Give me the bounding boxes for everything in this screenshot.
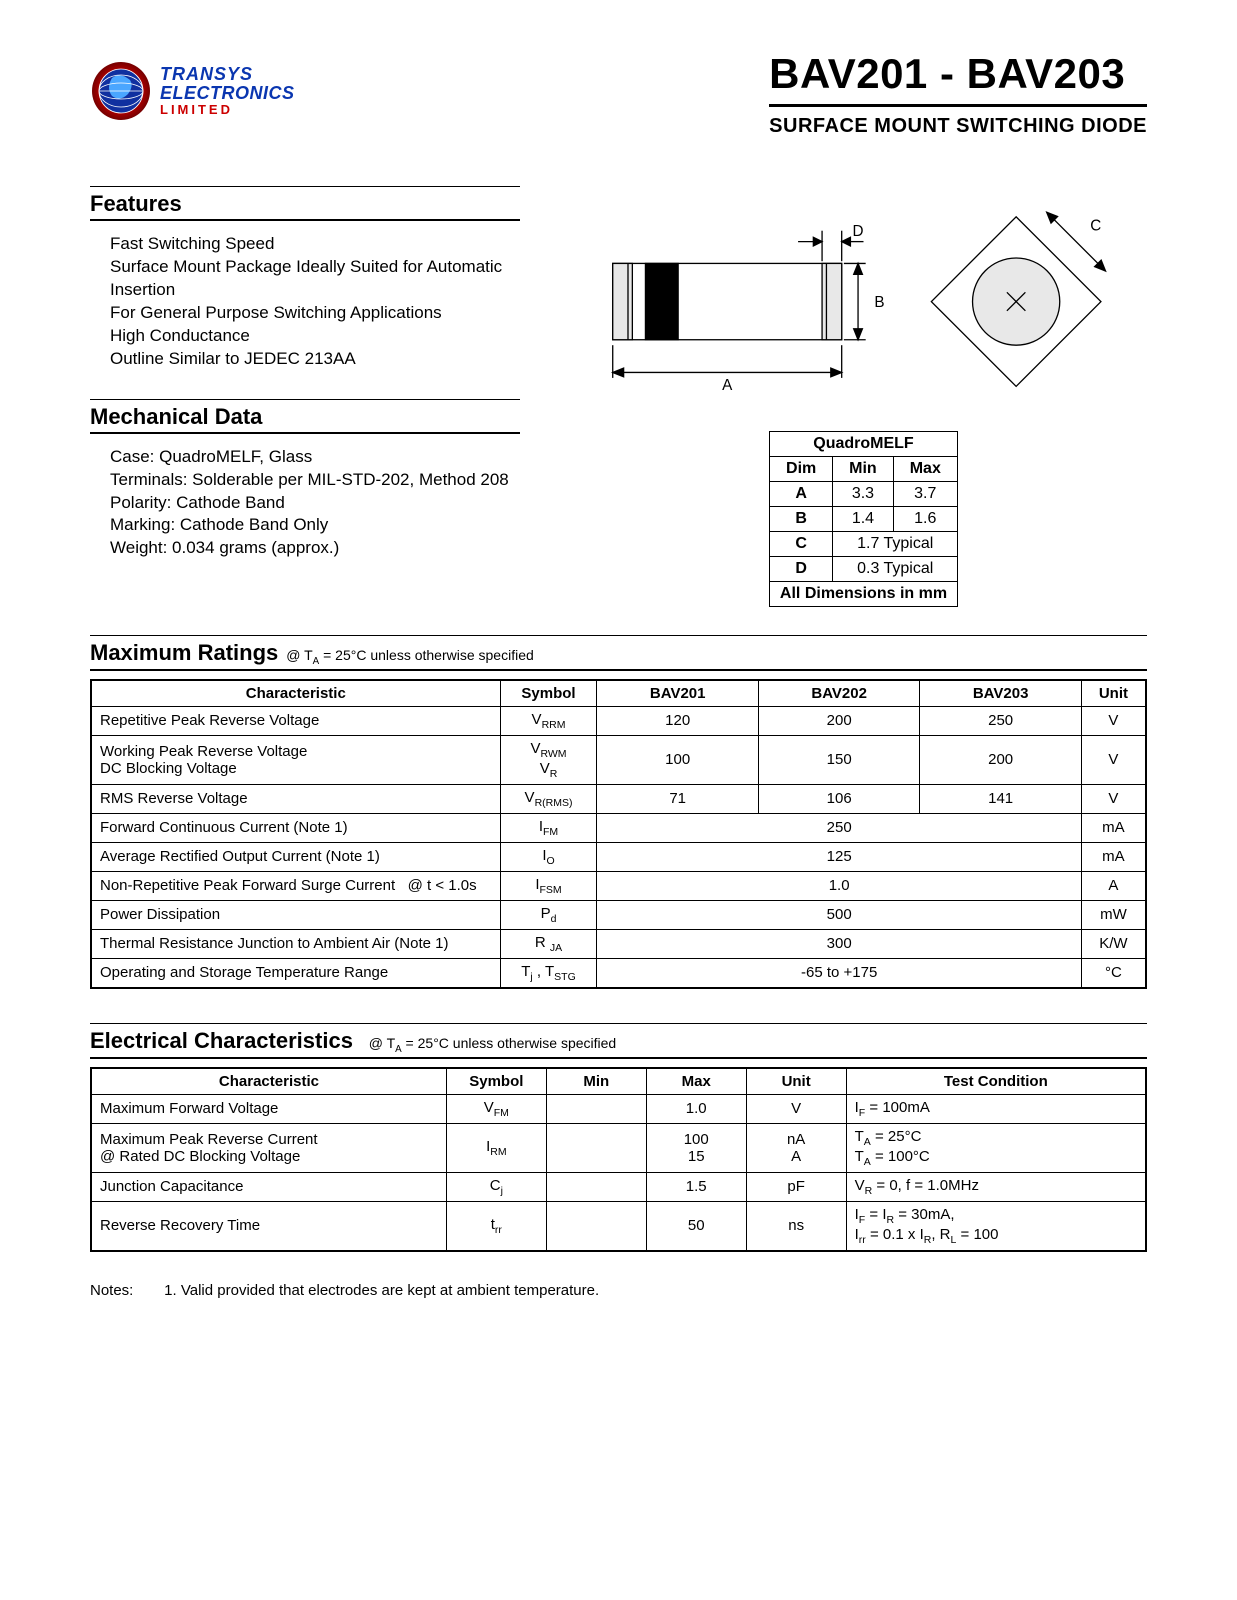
feature-item: Fast Switching Speed xyxy=(110,233,550,256)
col-header: Max xyxy=(646,1068,746,1095)
features-heading: Features xyxy=(90,191,520,221)
max-ratings-table: Characteristic Symbol BAV201 BAV202 BAV2… xyxy=(90,679,1147,989)
notes-label: Notes: xyxy=(90,1282,160,1299)
dim-cell: C xyxy=(769,532,832,557)
table-row: RMS Reverse Voltage VR(RMS) 71106141 V xyxy=(91,784,1146,813)
col-header: BAV201 xyxy=(597,680,758,707)
table-row: Operating and Storage Temperature Range … xyxy=(91,958,1146,988)
table-row: Power Dissipation Pd 500 mW xyxy=(91,900,1146,929)
mech-item: Polarity: Cathode Band xyxy=(110,492,550,515)
col-header: BAV202 xyxy=(758,680,919,707)
heading-text: Electrical Characteristics xyxy=(90,1028,353,1054)
product-subtitle: SURFACE MOUNT SWITCHING DIODE xyxy=(769,115,1147,138)
globe-icon xyxy=(90,60,152,122)
table-row: Forward Continuous Current (Note 1) IFM … xyxy=(91,813,1146,842)
feature-item: Surface Mount Package Ideally Suited for… xyxy=(110,256,550,302)
max-ratings-heading: Maximum Ratings @ TA = 25°C unless other… xyxy=(90,640,1147,671)
logo-line2: ELECTRONICS xyxy=(160,84,295,103)
col-header: Characteristic xyxy=(91,680,500,707)
mech-item: Marking: Cathode Band Only xyxy=(110,514,550,537)
table-row: Working Peak Reverse VoltageDC Blocking … xyxy=(91,735,1146,784)
divider xyxy=(90,186,520,187)
dim-cell: 3.7 xyxy=(893,482,958,507)
mechanical-heading: Mechanical Data xyxy=(90,404,520,434)
dim-cell: 0.3 Typical xyxy=(833,557,958,582)
divider xyxy=(90,1023,1147,1024)
mech-item: Terminals: Solderable per MIL-STD-202, M… xyxy=(110,469,550,492)
table-row: Maximum Peak Reverse Current@ Rated DC B… xyxy=(91,1123,1146,1172)
dim-table-title: QuadroMELF xyxy=(769,432,957,457)
dim-cell: 3.3 xyxy=(833,482,893,507)
table-row: Junction Capacitance Cj 1.5 pF VR = 0, f… xyxy=(91,1172,1146,1201)
col-header: BAV203 xyxy=(920,680,1081,707)
electrical-table: Characteristic Symbol Min Max Unit Test … xyxy=(90,1067,1147,1252)
dim-cell: 1.4 xyxy=(833,507,893,532)
notes-section: Notes: 1. Valid provided that electrodes… xyxy=(90,1282,1147,1299)
dim-col: Min xyxy=(833,457,893,482)
col-header: Symbol xyxy=(446,1068,546,1095)
logo-line3: LIMITED xyxy=(160,103,295,117)
svg-text:B: B xyxy=(874,294,884,311)
feature-item: For General Purpose Switching Applicatio… xyxy=(110,302,550,325)
table-row: Non-Repetitive Peak Forward Surge Curren… xyxy=(91,871,1146,900)
table-row: Maximum Forward Voltage VFM 1.0 V IF = 1… xyxy=(91,1094,1146,1123)
condition-note: @ TA = 25°C unless otherwise specified xyxy=(286,647,534,667)
table-row: Repetitive Peak Reverse Voltage VRRM 120… xyxy=(91,706,1146,735)
package-drawing: A D B C xyxy=(580,198,1147,416)
mech-item: Weight: 0.034 grams (approx.) xyxy=(110,537,550,560)
dim-cell: A xyxy=(769,482,832,507)
elec-heading: Electrical Characteristics @ TA = 25°C u… xyxy=(90,1028,1147,1059)
table-row: Thermal Resistance Junction to Ambient A… xyxy=(91,929,1146,958)
title-rule xyxy=(769,104,1147,107)
divider xyxy=(90,399,520,400)
dim-cell: B xyxy=(769,507,832,532)
condition-note: @ TA = 25°C unless otherwise specified xyxy=(361,1035,616,1055)
feature-item: Outline Similar to JEDEC 213AA xyxy=(110,348,550,371)
dim-col: Max xyxy=(893,457,958,482)
heading-text: Maximum Ratings xyxy=(90,640,278,666)
features-list: Fast Switching Speed Surface Mount Packa… xyxy=(90,221,550,371)
mech-item: Case: QuadroMELF, Glass xyxy=(110,446,550,469)
dim-cell: 1.7 Typical xyxy=(833,532,958,557)
notes-text: 1. Valid provided that electrodes are ke… xyxy=(164,1282,599,1299)
mechanical-list: Case: QuadroMELF, Glass Terminals: Solde… xyxy=(90,434,550,561)
col-header: Min xyxy=(546,1068,646,1095)
feature-item: High Conductance xyxy=(110,325,550,348)
dim-cell: D xyxy=(769,557,832,582)
col-header: Unit xyxy=(746,1068,846,1095)
table-row: Average Rectified Output Current (Note 1… xyxy=(91,842,1146,871)
svg-text:A: A xyxy=(722,377,733,394)
dim-cell: 1.6 xyxy=(893,507,958,532)
table-row: Reverse Recovery Time trr 50 ns IF = IR … xyxy=(91,1201,1146,1251)
company-logo: TRANSYS ELECTRONICS LIMITED xyxy=(90,60,295,122)
title-block: BAV201 - BAV203 SURFACE MOUNT SWITCHING … xyxy=(769,50,1147,138)
col-header: Symbol xyxy=(500,680,597,707)
svg-text:D: D xyxy=(853,223,864,240)
logo-line1: TRANSYS xyxy=(160,65,295,84)
dim-col: Dim xyxy=(769,457,832,482)
col-header: Unit xyxy=(1081,680,1146,707)
page-header: TRANSYS ELECTRONICS LIMITED BAV201 - BAV… xyxy=(90,50,1147,138)
col-header: Test Condition xyxy=(846,1068,1146,1095)
divider xyxy=(90,635,1147,636)
dim-footer: All Dimensions in mm xyxy=(769,582,957,607)
col-header: Characteristic xyxy=(91,1068,446,1095)
svg-text:C: C xyxy=(1090,218,1101,235)
part-number-title: BAV201 - BAV203 xyxy=(769,50,1147,98)
dimensions-table: QuadroMELF Dim Min Max A 3.3 3.7 B 1.4 1… xyxy=(769,431,958,607)
